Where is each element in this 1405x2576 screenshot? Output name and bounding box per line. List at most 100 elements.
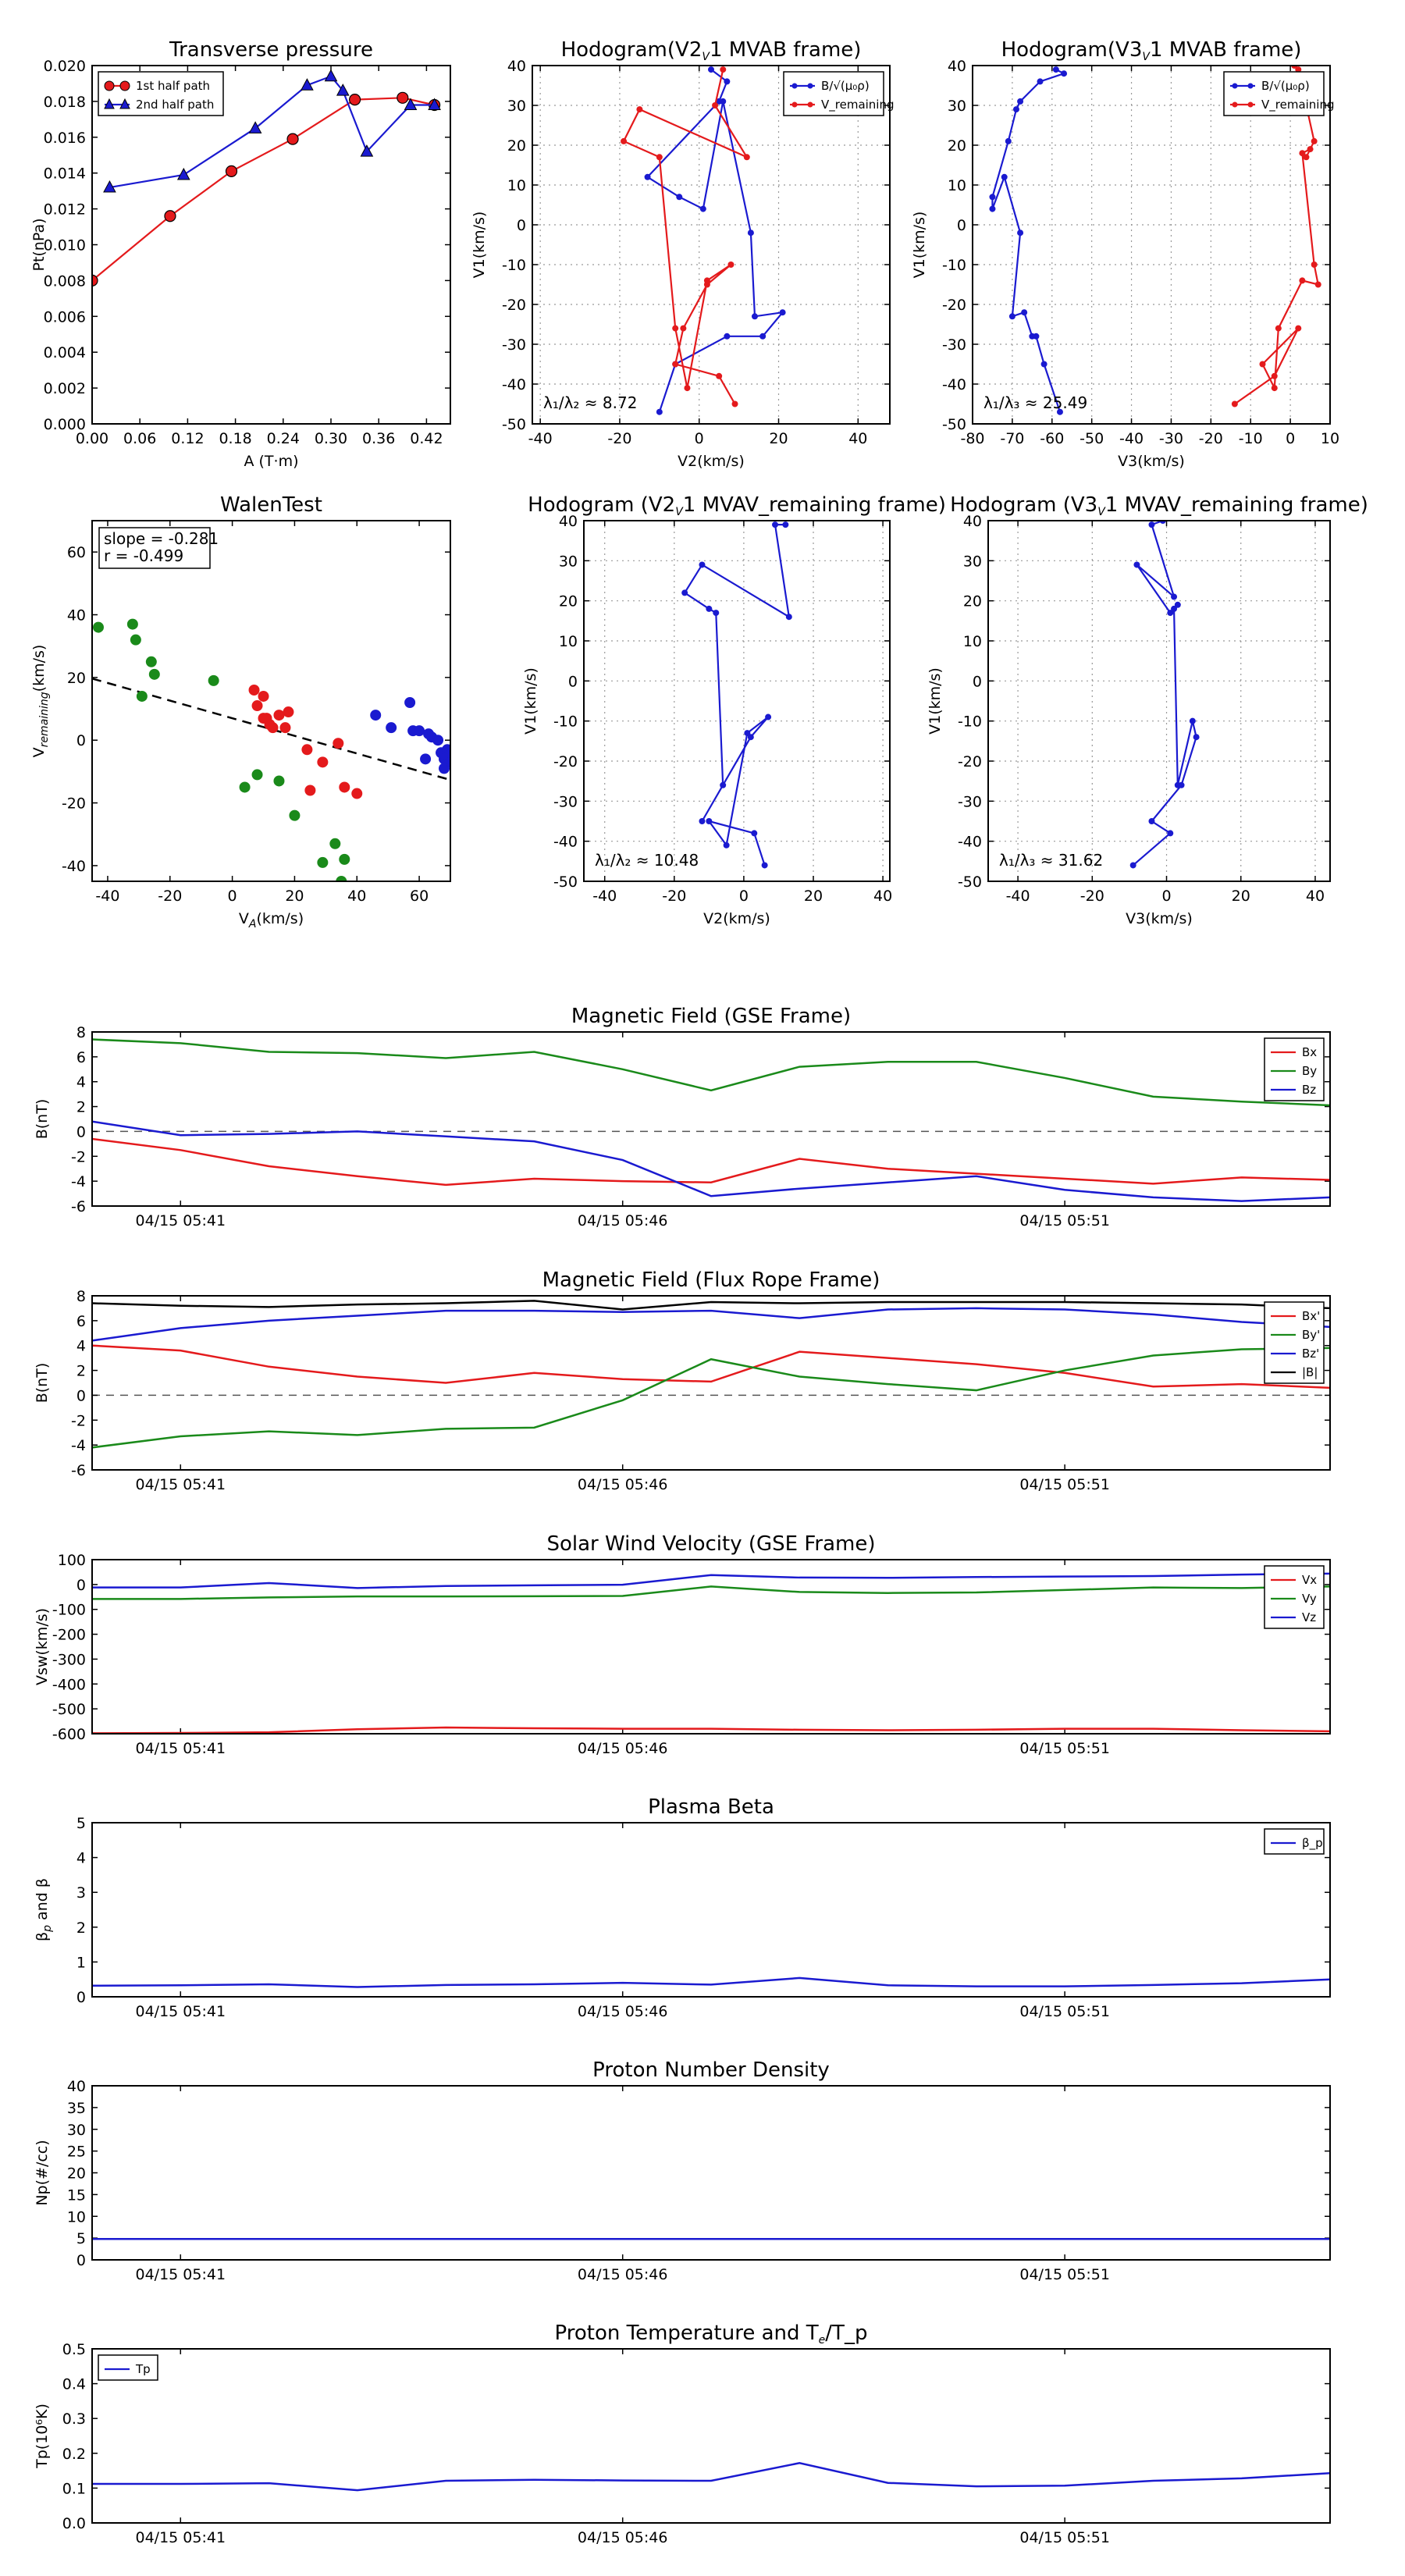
series--b--line — [92, 1300, 1330, 1311]
data-point — [720, 98, 727, 105]
plot-area — [92, 1300, 1330, 1449]
y-tick-label: -600 — [52, 1726, 86, 1743]
x-tick-label: 04/15 05:51 — [1019, 1740, 1110, 1757]
y-tick-label: 0 — [517, 217, 526, 234]
axes-frame — [91, 520, 451, 882]
y-axis-label: Vsw(km/s) — [34, 1608, 51, 1685]
data-point — [1171, 605, 1178, 612]
data-point — [1295, 66, 1302, 73]
y-tick-label: 60 — [67, 544, 86, 561]
x-tick-label: -60 — [1040, 430, 1064, 447]
data-point — [672, 325, 679, 332]
panel-ts6: Proton Temperature and Te/T_p 04/15 05:41… — [34, 2322, 1331, 2546]
scatter-point — [317, 856, 329, 868]
data-point — [336, 84, 350, 96]
x-tick-label: 40 — [873, 888, 892, 905]
data-point — [1271, 385, 1278, 392]
y-axis-label: V1(km/s) — [471, 212, 488, 279]
data-point — [1033, 333, 1040, 340]
y-tick-label: 10 — [559, 633, 578, 650]
legend-label: Vy — [1302, 1592, 1317, 1606]
legend-box — [1264, 1828, 1325, 1855]
x-tick-label: -40 — [1006, 888, 1030, 905]
data-point — [1303, 154, 1310, 161]
data-point — [706, 818, 713, 824]
legend-box — [98, 71, 224, 116]
series-vy-line — [92, 1585, 1330, 1600]
y-tick-label: -2 — [71, 1412, 86, 1429]
y-tick-label: 0 — [76, 1123, 86, 1140]
x-tick-label: -20 — [1199, 430, 1223, 447]
chart-title: Magnetic Field (Flux Rope Frame) — [542, 1268, 880, 1292]
data-point — [644, 173, 651, 180]
y-tick-label: -50 — [942, 416, 966, 433]
data-point — [1148, 521, 1155, 528]
y-tick-label: -10 — [553, 713, 578, 731]
panel-h2: Hodogram(V3V1 MVAB frame) -80 -70 -60 -50 -40… — [911, 38, 1339, 470]
y-tick-label: -400 — [52, 1676, 86, 1693]
y-tick-label: -30 — [942, 336, 966, 354]
data-point — [713, 610, 720, 617]
y-tick-label: 10 — [507, 177, 526, 194]
y-tick-label: 10 — [67, 2208, 86, 2226]
x-axis-label: V3(km/s) — [1118, 453, 1185, 470]
x-tick-label: 60 — [410, 888, 429, 905]
x-tick-label: 04/15 05:46 — [578, 1476, 668, 1493]
y-tick-label: 0.4 — [62, 2376, 86, 2393]
scatter-point — [317, 756, 329, 768]
data-point — [92, 274, 98, 286]
y-tick-label: 0 — [76, 1989, 86, 2006]
x-tick-label: -70 — [1000, 430, 1024, 447]
axes-frame — [583, 520, 891, 882]
y-tick-label: -10 — [942, 257, 966, 274]
x-tick-label: -20 — [158, 888, 182, 905]
data-point — [103, 180, 116, 193]
y-tick-label: -6 — [71, 1198, 86, 1215]
y-tick-label: -200 — [52, 1627, 86, 1644]
y-tick-label: 10 — [963, 633, 982, 650]
y-tick-label: 6 — [76, 1049, 86, 1066]
data-point — [1061, 70, 1068, 77]
x-tick-label: 04/15 05:41 — [136, 1212, 226, 1229]
y-tick-label: 0 — [957, 217, 966, 234]
scatter-point — [339, 781, 350, 793]
y-tick-label: -30 — [958, 793, 982, 810]
y-tick-label: -40 — [62, 858, 86, 875]
scatter-point — [445, 756, 450, 768]
scatter-point — [145, 656, 157, 667]
x-tick-label: 04/15 05:51 — [1019, 1212, 1110, 1229]
stats-line: r = -0.499 — [104, 546, 183, 565]
y-tick-label: 20 — [948, 137, 966, 155]
panel-h3: Hodogram (V2V1 MVAV_remaining frame)-40-… — [522, 493, 946, 927]
data-point — [1307, 146, 1314, 153]
legend-label: V_remaining — [821, 98, 895, 112]
data-point — [782, 521, 789, 528]
y-tick-label: 0.5 — [62, 2341, 86, 2358]
data-point — [699, 205, 706, 212]
y-tick-label: 30 — [948, 98, 966, 115]
x-tick-label: 04/15 05:41 — [136, 2529, 226, 2546]
scatter-point — [248, 684, 260, 696]
y-axis-label: Pt(nPa) — [30, 218, 48, 271]
x-tick-label: 04/15 05:41 — [136, 1476, 226, 1493]
data-point — [1133, 561, 1140, 568]
y-tick-label: 0 — [76, 1387, 86, 1404]
x-tick-label: 0.06 — [123, 430, 156, 447]
stats-box — [98, 527, 211, 569]
y-tick-label: 30 — [507, 98, 526, 115]
y-axis-label: βp and β — [34, 1878, 54, 1941]
data-point — [680, 325, 687, 332]
data-point — [1174, 601, 1181, 608]
scatter-point — [148, 668, 160, 680]
x-tick-label: 40 — [347, 888, 366, 905]
data-point — [397, 91, 409, 104]
y-tick-label: 20 — [559, 593, 578, 610]
legend-box — [783, 71, 884, 116]
chart-title: Proton Number Density — [592, 2058, 830, 2082]
data-point — [681, 589, 688, 596]
y-axis-label: V1(km/s) — [911, 212, 928, 279]
y-tick-label: 8 — [76, 1288, 86, 1305]
x-tick-label: 04/15 05:46 — [578, 1212, 668, 1229]
panel-h4: Hodogram (V3V1 MVAV_remaining frame) -40 -… — [927, 493, 1368, 927]
chart-title: Hodogram(V2V1 MVAB frame) — [561, 38, 862, 63]
